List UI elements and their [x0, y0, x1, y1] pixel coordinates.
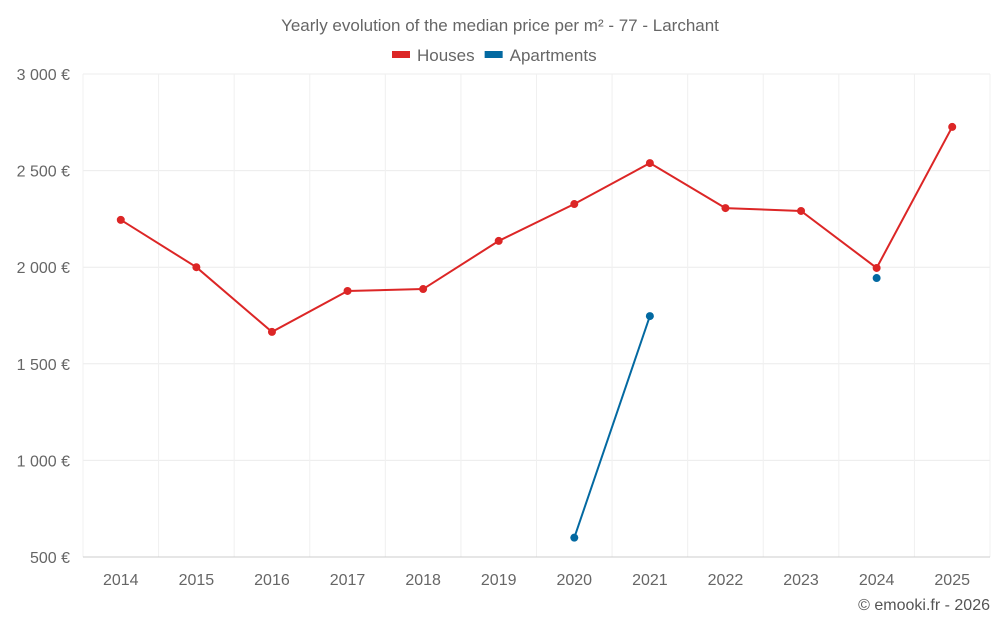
data-point-houses	[419, 285, 428, 294]
y-tick-label: 2 500 €	[17, 164, 70, 181]
x-tick-label: 2015	[179, 572, 215, 589]
y-tick-label: 2 000 €	[17, 260, 70, 277]
series-line-apartments	[573, 315, 651, 539]
credit-text: © emooki.fr - 2026	[858, 597, 990, 614]
data-point-houses	[267, 327, 276, 336]
x-tick-label: 2014	[103, 572, 139, 589]
series-line-houses	[120, 126, 954, 334]
data-point-apartments	[570, 533, 579, 542]
data-point-apartments	[872, 274, 881, 283]
data-point-houses	[948, 122, 957, 131]
data-point-houses	[116, 215, 125, 224]
x-tick-label: 2020	[556, 572, 592, 589]
x-tick-label: 2024	[859, 572, 895, 589]
x-tick-label: 2023	[783, 572, 819, 589]
data-point-houses	[721, 204, 730, 213]
chart-title: Yearly evolution of the median price per…	[281, 16, 719, 35]
x-tick-label: 2019	[481, 572, 517, 589]
x-tick-label: 2017	[330, 572, 366, 589]
y-tick-label: 1 500 €	[17, 357, 70, 374]
legend-swatch	[392, 51, 410, 58]
data-point-houses	[645, 159, 654, 168]
data-point-houses	[797, 206, 806, 215]
data-point-apartments	[645, 312, 654, 321]
y-tick-label: 3 000 €	[17, 67, 70, 84]
legend-label-apartments: Apartments	[510, 46, 597, 65]
y-tick-label: 1 000 €	[17, 453, 70, 470]
legend-swatch	[484, 51, 503, 58]
data-point-houses	[570, 200, 579, 209]
x-tick-label: 2021	[632, 572, 668, 589]
x-tick-label: 2016	[254, 572, 290, 589]
x-tick-label: 2025	[934, 572, 970, 589]
data-point-houses	[872, 263, 881, 272]
legend-label-houses: Houses	[417, 46, 475, 65]
data-point-houses	[343, 286, 352, 295]
data-point-houses	[494, 236, 503, 245]
data-point-houses	[192, 263, 201, 272]
y-tick-label: 500 €	[30, 550, 70, 567]
x-tick-label: 2018	[405, 572, 441, 589]
x-tick-label: 2022	[708, 572, 744, 589]
